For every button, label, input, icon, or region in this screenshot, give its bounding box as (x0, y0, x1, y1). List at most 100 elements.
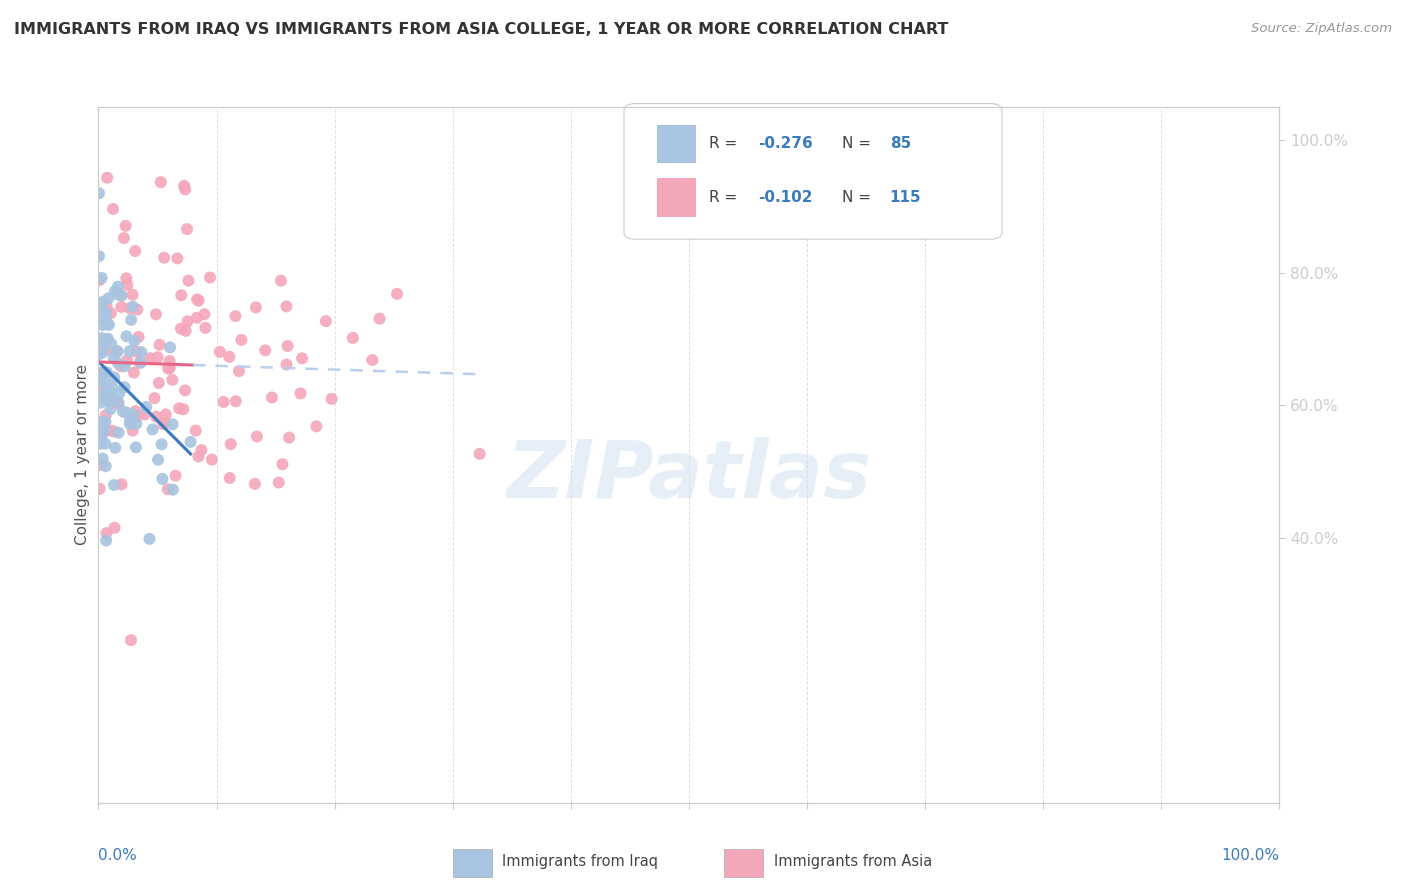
Point (291, 351, 314, 366)
Point (118, 344, 141, 359)
Point (107, 397, 129, 411)
Text: N =: N = (842, 190, 876, 205)
Point (96, 343, 118, 357)
Bar (657, 178, 696, 217)
Text: ZIPatlas: ZIPatlas (506, 437, 872, 515)
Point (115, 271, 138, 285)
Text: 0.0%: 0.0% (98, 848, 138, 863)
Point (96, 387, 118, 401)
Point (177, 274, 200, 288)
Point (90, 313, 112, 327)
Point (100, 387, 122, 401)
Point (89, 369, 111, 384)
Point (277, 339, 299, 353)
Point (167, 401, 190, 416)
Point (162, 483, 184, 497)
Point (96, 526, 118, 541)
Point (103, 370, 125, 384)
Point (157, 361, 180, 376)
Point (89, 415, 111, 429)
Point (115, 329, 138, 343)
Point (97, 332, 120, 346)
Point (91, 388, 114, 402)
Point (120, 413, 142, 427)
Point (155, 415, 177, 429)
Point (156, 483, 179, 497)
Point (198, 270, 221, 285)
Point (94, 307, 117, 321)
Point (103, 478, 125, 492)
Point (90, 417, 112, 432)
Point (114, 380, 136, 394)
Point (94, 459, 117, 474)
Text: N =: N = (842, 136, 876, 152)
Point (135, 400, 157, 414)
Point (128, 330, 150, 344)
Point (96, 390, 118, 404)
Point (212, 395, 235, 409)
Point (111, 404, 134, 418)
Point (193, 307, 215, 321)
Point (162, 417, 184, 432)
Point (184, 424, 207, 438)
Point (110, 300, 132, 314)
Point (128, 355, 150, 369)
Point (125, 344, 148, 359)
Point (107, 279, 129, 293)
Point (121, 287, 143, 301)
Point (87, 186, 110, 201)
Point (115, 405, 138, 419)
Point (125, 441, 148, 455)
Point (96, 390, 118, 404)
Point (260, 391, 283, 405)
Point (90, 331, 112, 345)
Point (278, 431, 301, 445)
Point (89, 458, 111, 472)
Point (129, 345, 152, 359)
Point (89, 375, 111, 389)
Point (91, 425, 114, 439)
Point (120, 313, 142, 327)
FancyBboxPatch shape (624, 103, 1002, 239)
Point (94, 333, 117, 347)
Point (162, 373, 184, 387)
Point (146, 350, 169, 364)
Point (89, 482, 111, 496)
Point (97, 318, 120, 332)
Point (170, 321, 193, 335)
Point (104, 284, 127, 298)
Point (91, 302, 114, 317)
Point (186, 293, 208, 307)
Point (125, 417, 148, 431)
Point (224, 309, 246, 323)
Point (94, 436, 117, 450)
Text: -0.276: -0.276 (759, 136, 814, 152)
Text: R =: R = (709, 190, 742, 205)
Point (89, 415, 111, 429)
Bar (724, 849, 763, 877)
Point (90, 379, 112, 393)
Point (96, 170, 118, 185)
Point (94, 377, 117, 392)
Point (91, 345, 114, 359)
Point (120, 633, 142, 648)
Point (170, 288, 193, 302)
Point (89, 273, 111, 287)
Point (159, 354, 181, 368)
Point (150, 437, 173, 451)
Point (174, 182, 197, 196)
Point (89, 347, 111, 361)
Point (105, 343, 128, 358)
Point (103, 351, 125, 365)
Point (254, 343, 277, 358)
Point (118, 301, 141, 316)
Point (96, 366, 118, 380)
Point (124, 404, 146, 418)
Point (148, 338, 170, 352)
Point (218, 350, 240, 364)
Point (218, 471, 240, 485)
Point (194, 321, 217, 335)
Point (166, 252, 188, 266)
Point (152, 472, 174, 486)
Point (101, 394, 124, 409)
